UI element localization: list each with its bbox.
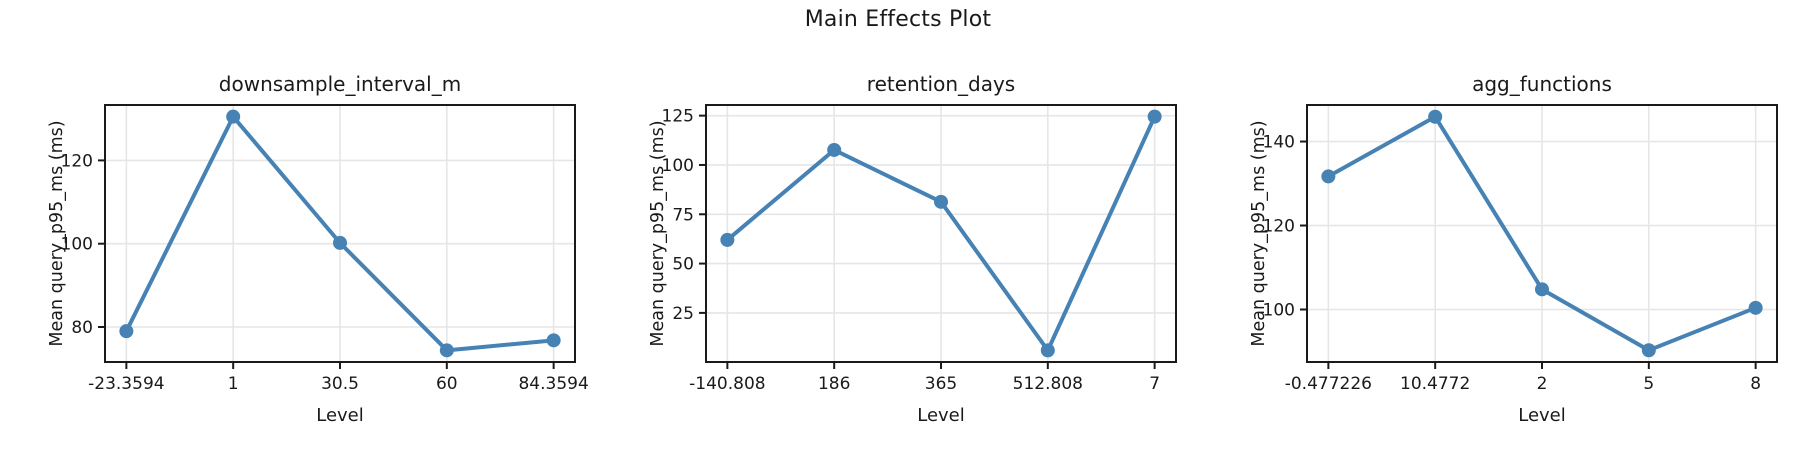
- xtick-label: 512.808: [1013, 374, 1083, 394]
- xtick-label: 10.4772: [1400, 374, 1470, 394]
- subplot-retention-days: 25 50 75 100 125 -140.808 186 365 512.808 7 retent…: [631, 0, 1191, 450]
- subplot-downsample-interval-m: 80 100 120 -23.3594 1 30.5 60 84.3594 downsample…: [30, 0, 590, 450]
- x-axis-label: Level: [316, 405, 364, 426]
- ytick-label: 100: [61, 235, 93, 255]
- xtick-label: 2: [1537, 374, 1548, 394]
- ytick-label: 140: [1263, 133, 1295, 153]
- xtick-label: 7: [1149, 374, 1160, 394]
- ytick-label: 120: [1263, 217, 1295, 237]
- data-point: [226, 109, 241, 124]
- data-point: [1147, 109, 1162, 124]
- subplot-title: agg_functions: [1472, 72, 1612, 96]
- xtick-label: -0.477226: [1285, 374, 1372, 394]
- ytick-label: 100: [1263, 301, 1295, 321]
- data-point: [546, 333, 561, 348]
- tick-marks: [699, 114, 1156, 369]
- xtick-label: 84.3594: [518, 374, 588, 394]
- chart-downsample_interval_m: 80 100 120 -23.3594 1 30.5 60 84.3594 downsample…: [47, 72, 589, 426]
- data-point: [439, 343, 454, 358]
- xtick-label: 30.5: [321, 374, 359, 394]
- chart-retention_days: 25 50 75 100 125 -140.808 186 365 512.808 7 retent…: [648, 72, 1177, 426]
- data-point: [720, 232, 735, 247]
- data-point: [1428, 109, 1443, 124]
- subplot-title: retention_days: [867, 72, 1015, 96]
- subplot-title: downsample_interval_m: [219, 72, 461, 96]
- x-axis-label: Level: [917, 405, 965, 426]
- ytick-label: 25: [672, 304, 694, 324]
- xtick-label: -140.808: [689, 374, 765, 394]
- x-axis-label: Level: [1518, 405, 1566, 426]
- ytick-label: 100: [662, 156, 694, 176]
- xtick-label: 60: [436, 374, 458, 394]
- ytick-label: 125: [662, 107, 694, 127]
- y-axis-label: Mean query_p95_ms (ms): [1249, 120, 1269, 346]
- y-axis-label: Mean query_p95_ms (ms): [47, 120, 67, 346]
- data-point: [934, 194, 948, 209]
- ytick-label: 75: [672, 205, 694, 225]
- xtick-label: 365: [925, 374, 957, 394]
- data-point: [1321, 169, 1336, 184]
- chart-agg_functions: 100 120 140 -0.477226 10.4772 2 5 8 agg_function…: [1249, 72, 1778, 426]
- xtick-label: 8: [1750, 374, 1761, 394]
- ytick-label: 120: [61, 151, 93, 171]
- xtick-label: 1: [228, 374, 239, 394]
- data-point: [1040, 343, 1055, 358]
- ytick-label: 50: [672, 255, 694, 275]
- data-point: [1535, 282, 1549, 297]
- xtick-label: 5: [1643, 374, 1654, 394]
- y-axis-label: Mean query_p95_ms (ms): [648, 120, 668, 346]
- subplot-agg-functions: 100 120 140 -0.477226 10.4772 2 5 8 agg_function…: [1232, 0, 1792, 450]
- data-point: [1748, 300, 1763, 315]
- xtick-label: -23.3594: [88, 374, 164, 394]
- gridlines: [1307, 105, 1777, 362]
- ytick-label: 80: [71, 318, 93, 338]
- data-point: [1641, 343, 1656, 358]
- data-point: [119, 324, 134, 339]
- tick-marks: [1300, 140, 1757, 369]
- gridlines: [706, 105, 1176, 362]
- data-point: [827, 142, 842, 157]
- xtick-label: 186: [818, 374, 850, 394]
- data-point: [333, 235, 347, 250]
- tick-marks: [98, 159, 555, 369]
- figure-title: Main Effects Plot: [804, 7, 992, 32]
